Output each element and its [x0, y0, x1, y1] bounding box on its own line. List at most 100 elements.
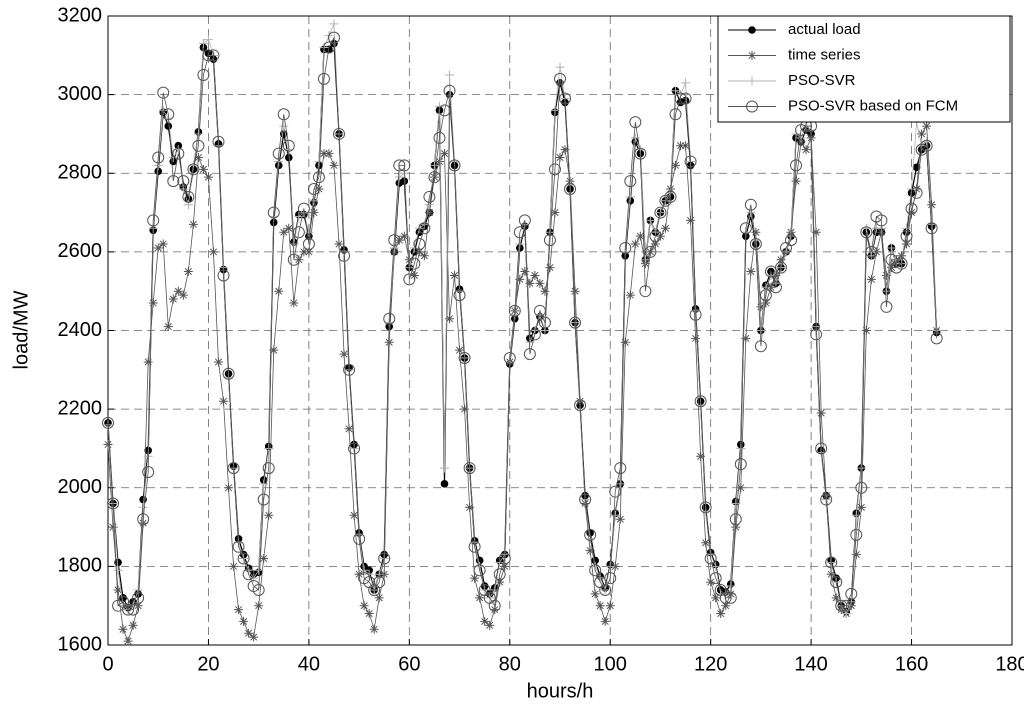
marker [559, 92, 572, 105]
y-tick-label: 2800 [58, 162, 103, 184]
marker [654, 206, 667, 219]
marker [207, 49, 220, 62]
marker [503, 352, 516, 365]
marker [624, 175, 637, 188]
marker [866, 274, 876, 284]
marker [810, 328, 823, 341]
marker [394, 172, 404, 182]
marker [540, 286, 550, 296]
marker [344, 424, 354, 434]
marker [860, 226, 873, 239]
marker [604, 572, 617, 585]
marker [513, 226, 526, 239]
marker [302, 238, 315, 251]
marker [178, 184, 188, 194]
marker [585, 546, 595, 556]
marker [744, 198, 757, 211]
marker [555, 153, 565, 163]
marker [148, 298, 158, 308]
marker [403, 273, 416, 286]
marker [157, 86, 170, 99]
marker [485, 620, 495, 630]
marker [279, 227, 289, 237]
marker [438, 104, 451, 117]
marker [460, 404, 470, 414]
marker [257, 493, 270, 506]
marker [922, 121, 932, 131]
marker [304, 247, 314, 257]
marker [285, 153, 293, 162]
marker [679, 92, 692, 105]
marker [825, 556, 838, 569]
marker [172, 147, 185, 160]
marker [379, 569, 389, 579]
marker [259, 479, 269, 489]
marker [746, 208, 756, 218]
marker [684, 155, 697, 168]
marker [545, 263, 555, 273]
marker [747, 51, 757, 60]
marker [203, 172, 213, 182]
marker [796, 133, 806, 143]
marker [528, 328, 541, 341]
marker [197, 68, 210, 81]
marker [920, 139, 933, 152]
marker [811, 227, 821, 237]
x-axis-label: hours/h [527, 680, 594, 702]
marker [239, 616, 249, 626]
marker [183, 267, 193, 277]
marker [153, 243, 163, 253]
marker [428, 171, 441, 184]
marker [660, 223, 670, 233]
marker [354, 569, 364, 579]
x-tick-label: 100 [594, 653, 627, 675]
marker [439, 149, 449, 159]
marker [619, 241, 632, 254]
marker [629, 116, 642, 129]
marker [634, 147, 647, 160]
marker [671, 86, 681, 96]
marker [269, 345, 279, 355]
marker [533, 304, 546, 317]
marker [555, 62, 565, 72]
marker [118, 624, 128, 634]
marker [856, 502, 866, 512]
marker [625, 290, 635, 300]
marker [855, 481, 868, 494]
marker [242, 568, 255, 581]
marker [500, 561, 510, 571]
marker [198, 164, 208, 174]
marker [359, 601, 369, 611]
marker [850, 528, 863, 541]
marker [669, 108, 682, 121]
marker [384, 337, 394, 347]
marker [696, 451, 706, 461]
marker [254, 565, 264, 575]
marker [756, 326, 766, 335]
marker [861, 326, 871, 335]
marker [480, 616, 490, 626]
marker [429, 160, 439, 170]
marker [495, 577, 505, 587]
marker [424, 208, 434, 218]
marker [413, 238, 426, 251]
marker [930, 332, 943, 345]
marker [917, 129, 927, 139]
marker [801, 145, 811, 155]
marker [706, 577, 716, 587]
marker [548, 163, 561, 176]
marker [912, 184, 922, 194]
marker [237, 552, 250, 565]
marker [543, 234, 556, 247]
marker [530, 270, 540, 280]
marker [423, 190, 436, 203]
x-tick-label: 180 [995, 653, 1024, 675]
marker [691, 333, 701, 343]
marker [198, 39, 208, 49]
marker [865, 245, 878, 258]
x-tick-label: 0 [102, 653, 113, 675]
marker [133, 601, 143, 611]
marker [445, 314, 455, 324]
marker [158, 239, 168, 249]
marker [127, 603, 140, 616]
